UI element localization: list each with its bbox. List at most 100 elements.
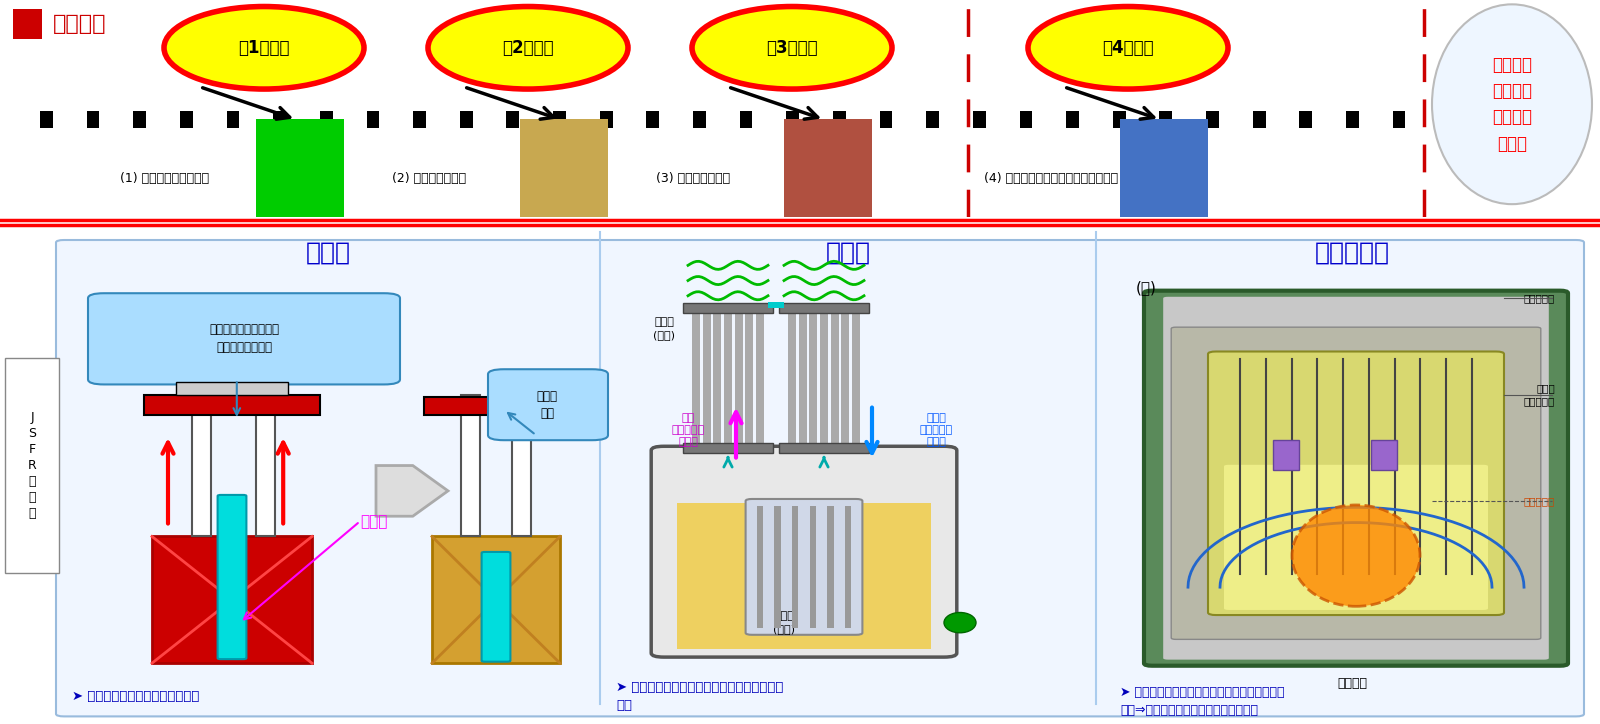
Bar xyxy=(152,536,312,663)
Bar xyxy=(554,111,566,128)
Bar xyxy=(1274,440,1299,471)
Bar xyxy=(1160,111,1173,128)
Bar xyxy=(779,303,869,313)
Bar xyxy=(256,395,275,536)
Bar xyxy=(432,536,560,663)
Text: (3) 事故影響の緩和: (3) 事故影響の緩和 xyxy=(656,172,730,185)
FancyBboxPatch shape xyxy=(746,499,862,635)
Bar xyxy=(424,397,568,415)
Bar xyxy=(256,119,344,217)
Bar xyxy=(520,119,608,217)
Bar xyxy=(176,382,288,395)
Text: 冷える: 冷える xyxy=(826,240,870,265)
Bar xyxy=(413,111,426,128)
Bar xyxy=(1253,111,1266,128)
Bar xyxy=(1114,111,1126,128)
Text: 原子炉容器: 原子炉容器 xyxy=(1523,293,1555,303)
FancyBboxPatch shape xyxy=(88,293,400,384)
FancyBboxPatch shape xyxy=(1163,297,1549,660)
Bar xyxy=(1299,111,1312,128)
Bar xyxy=(830,313,838,442)
Bar xyxy=(786,111,798,128)
Bar xyxy=(774,506,781,628)
FancyBboxPatch shape xyxy=(1224,465,1488,610)
Text: 閉じ込める: 閉じ込める xyxy=(1315,240,1389,265)
Text: 重力で
落下: 重力で 落下 xyxy=(536,390,558,420)
Text: 原子炉
容器室構造: 原子炉 容器室構造 xyxy=(1523,384,1555,405)
Bar xyxy=(133,111,146,128)
Text: 敷地外緊
急時対応
の必要性
を回避: 敷地外緊 急時対応 の必要性 を回避 xyxy=(1491,56,1533,153)
FancyBboxPatch shape xyxy=(56,240,1584,717)
Text: (例): (例) xyxy=(1136,281,1157,295)
FancyBboxPatch shape xyxy=(218,495,246,659)
Bar xyxy=(683,303,773,313)
Bar xyxy=(973,111,986,128)
Bar xyxy=(13,9,42,39)
Bar xyxy=(926,111,939,128)
FancyBboxPatch shape xyxy=(488,369,608,440)
Ellipse shape xyxy=(1432,4,1592,204)
Bar xyxy=(792,506,798,628)
Bar xyxy=(461,395,480,536)
Text: 第2レベル: 第2レベル xyxy=(502,39,554,56)
Bar xyxy=(798,313,806,442)
Bar xyxy=(459,111,472,128)
Ellipse shape xyxy=(1027,7,1229,89)
Bar xyxy=(192,395,211,536)
Text: (4) 過酷な事故の進展防止と影響緩和: (4) 過酷な事故の進展防止と影響緩和 xyxy=(984,172,1118,185)
Bar xyxy=(845,506,851,628)
Ellipse shape xyxy=(944,613,976,633)
Bar xyxy=(714,313,722,442)
Bar xyxy=(144,395,320,415)
Bar xyxy=(683,442,773,453)
Bar xyxy=(853,313,861,442)
Bar xyxy=(880,111,893,128)
Ellipse shape xyxy=(165,7,365,89)
Text: 発熱源
(炉心): 発熱源 (炉心) xyxy=(773,612,795,634)
Ellipse shape xyxy=(691,7,893,89)
Bar xyxy=(1206,111,1219,128)
Bar xyxy=(810,506,816,628)
Text: 格納容器: 格納容器 xyxy=(1338,677,1366,690)
Bar xyxy=(757,313,765,442)
Text: 第1レベル: 第1レベル xyxy=(238,39,290,56)
Bar xyxy=(227,111,240,128)
Text: (1) 異常発生の未然防止: (1) 異常発生の未然防止 xyxy=(120,172,210,185)
Bar xyxy=(40,111,53,128)
Bar xyxy=(677,503,931,649)
Text: 制御棒: 制御棒 xyxy=(360,514,387,529)
FancyBboxPatch shape xyxy=(1144,291,1568,666)
FancyBboxPatch shape xyxy=(1171,327,1541,639)
Text: 事故時の温度上昇で自
然に電磁力が低下: 事故時の温度上昇で自 然に電磁力が低下 xyxy=(210,324,280,354)
Bar xyxy=(320,111,333,128)
Bar xyxy=(757,506,763,628)
Text: 炉内受け皿: 炉内受け皿 xyxy=(1523,496,1555,506)
Bar xyxy=(768,303,784,308)
Bar xyxy=(723,313,733,442)
Text: 熱い
ナトリウム
の上昇: 熱い ナトリウム の上昇 xyxy=(672,413,704,447)
Bar xyxy=(784,119,872,217)
Bar xyxy=(1066,111,1078,128)
Bar xyxy=(366,111,379,128)
Bar xyxy=(86,111,99,128)
Text: 第3レベル: 第3レベル xyxy=(766,39,818,56)
Bar xyxy=(842,313,850,442)
Text: ➤ 燃料が溶けても原子炉及び格納容器で閉じ込
　め⇒敷地外緊急時対応の必要性を回避: ➤ 燃料が溶けても原子炉及び格納容器で閉じ込 め⇒敷地外緊急時対応の必要性を回避 xyxy=(1120,686,1285,717)
Text: 炉心: 炉心 xyxy=(222,592,242,607)
Text: 冷えた
ナトリウム
の下降: 冷えた ナトリウム の下降 xyxy=(920,413,952,447)
Text: 止まる: 止まる xyxy=(306,240,350,265)
FancyArrow shape xyxy=(376,466,448,516)
Bar xyxy=(746,313,754,442)
Text: ➤ 異常時は、制御棒が自然に落下: ➤ 異常時は、制御棒が自然に落下 xyxy=(72,690,200,702)
Bar xyxy=(274,111,286,128)
Bar xyxy=(600,111,613,128)
Bar xyxy=(1392,111,1405,128)
FancyBboxPatch shape xyxy=(1208,352,1504,615)
Bar xyxy=(179,111,192,128)
Bar xyxy=(693,111,706,128)
Ellipse shape xyxy=(1293,505,1421,606)
Bar xyxy=(834,111,846,128)
FancyBboxPatch shape xyxy=(5,358,59,573)
Bar xyxy=(810,313,818,442)
Bar xyxy=(1019,111,1032,128)
